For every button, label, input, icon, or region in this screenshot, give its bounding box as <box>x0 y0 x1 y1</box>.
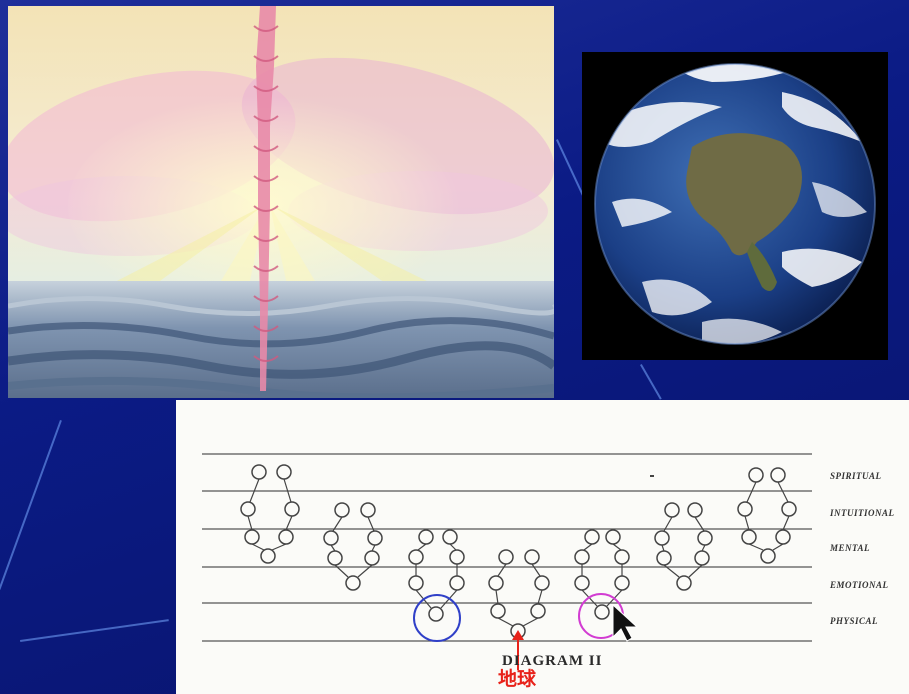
light-column-painting <box>8 6 554 398</box>
diagram-panel: SPIRITUAL INTUITIONAL MENTAL EMOTIONAL P… <box>176 400 909 694</box>
blue-highlight-circle <box>414 595 460 641</box>
earth-photo <box>582 52 888 360</box>
planes-diagram <box>176 400 909 694</box>
plane-label-intuitional: INTUITIONAL <box>830 508 895 518</box>
earth-annotation: 地球 <box>498 664 536 691</box>
plane-label-spiritual: SPIRITUAL <box>830 471 882 481</box>
plane-label-physical: PHYSICAL <box>830 616 878 626</box>
earth-globe-image <box>582 52 888 360</box>
mouse-cursor-icon <box>613 605 637 641</box>
painting-image <box>8 6 554 398</box>
plane-label-mental: MENTAL <box>830 543 870 553</box>
plane-label-emotional: EMOTIONAL <box>830 580 889 590</box>
